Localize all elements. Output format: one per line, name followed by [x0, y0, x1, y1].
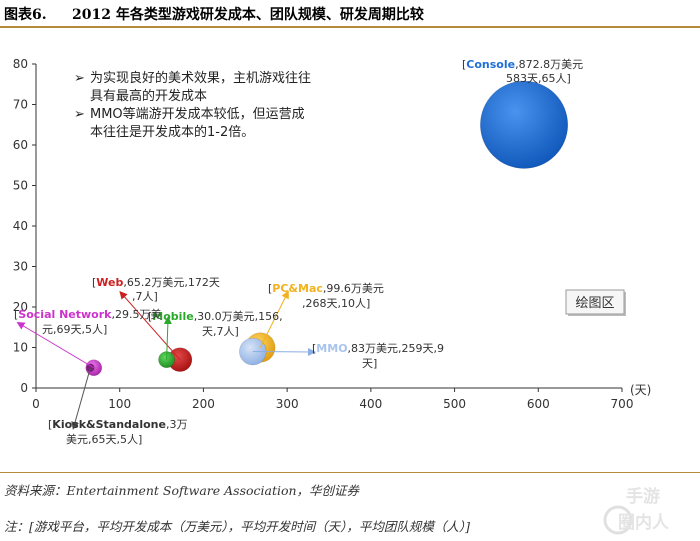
figure-label: 图表6. [4, 7, 47, 23]
data-label-console: [Console,872.8万美元 [462, 58, 583, 71]
annotation-line: 具有最高的开发成本 [90, 88, 207, 104]
data-label-kiosk-standalone: [Kiosk&Standalone,3万 [48, 418, 187, 431]
title-bar: 图表6. 2012 年各类型游戏研发成本、团队规模、研发周期比较 [0, 0, 700, 28]
x-tick-label: 0 [32, 397, 40, 411]
y-tick-label: 40 [13, 219, 28, 233]
annotation-bullet-icon: ➢ [74, 107, 85, 122]
y-tick-label: 10 [13, 341, 28, 355]
note-text: 注：[游戏平台，平均开发成本（万美元），平均开发时间（天），平均团队规模（人）] [4, 519, 471, 534]
y-tick-label: 70 [13, 98, 28, 112]
bubble-chart: 0 10 20 30 40 50 60 70 80 0 100 200 300 400 500 600 700(… [13, 57, 652, 446]
annotation-bullet-icon: ➢ [74, 71, 85, 86]
data-label-web: [Web,65.2万美元,172天 [92, 276, 220, 289]
data-label-line2-kiosk-standalone: 美元,65天,5人] [66, 433, 142, 446]
chart-area: 0 10 20 30 40 50 60 70 80 0 100 200 300 400 500 600 700(… [0, 28, 700, 460]
annotation-line: MMO等端游开发成本较低，但运营成 [90, 106, 305, 122]
data-label-line2-mmo: 天] [362, 357, 377, 370]
data-label-line2-web: ,7人] [132, 290, 158, 303]
footer-divider [0, 472, 700, 473]
y-tick-label: 50 [13, 179, 28, 193]
x-tick-label: 100 [108, 397, 131, 411]
y-tick-label: 30 [13, 260, 28, 274]
x-tick-label: 200 [192, 397, 215, 411]
leader-web [119, 291, 181, 360]
data-label-pc-mac: [PC&Mac,99.6万美元 [268, 282, 384, 295]
source-text: 资料来源：Entertainment Software Association，… [4, 483, 360, 498]
x-tick-label: 400 [359, 397, 382, 411]
bubble-console [480, 80, 569, 169]
data-label-line2-pc-mac: ,268天,10人] [302, 297, 370, 310]
y-tick-label: 80 [13, 57, 28, 71]
watermark-line1: 手游 [626, 486, 660, 507]
watermark-logo: 手游 圈内人 [603, 486, 670, 535]
leader-kiosk-standalone [71, 367, 91, 430]
x-axis-unit: (天) [630, 383, 651, 397]
x-tick-label: 700 [611, 397, 634, 411]
data-label-mobile: [Mobile,30.0万美元,156, [148, 310, 283, 323]
annotation-line: 为实现良好的美术效果，主机游戏往往 [90, 70, 311, 86]
watermark-line2: 圈内人 [618, 512, 670, 533]
plot-area-button-face [565, 289, 625, 315]
plot-area-button-label: 绘图区 [575, 296, 614, 311]
leader-pc-mac [259, 290, 289, 348]
x-tick-label: 600 [527, 397, 550, 411]
annotation-line: 本往往是开发成本的1-2倍。 [90, 124, 254, 140]
data-label-line2-console: 583天,65人] [506, 72, 571, 85]
x-tick-label: 300 [276, 397, 299, 411]
leader-mobile [163, 316, 172, 360]
plot-area-button[interactable]: 绘图区 [565, 289, 626, 316]
y-tick-label: 0 [20, 381, 28, 395]
data-label-mmo: [MMO,83万美元,259天,9 [312, 342, 444, 355]
y-tick-label: 20 [13, 300, 28, 314]
figure-title: 2012 年各类型游戏研发成本、团队规模、研发周期比较 [72, 7, 424, 23]
x-tick-label: 500 [443, 397, 466, 411]
data-label-line2-mobile: 天,7人] [202, 325, 239, 338]
y-tick-label: 60 [13, 138, 28, 152]
leader-social-network [16, 321, 95, 369]
data-label-line2-social-network: 元,69天,5人] [42, 323, 107, 336]
data-label-social-network: [Social Network,29.5万美 [14, 308, 161, 321]
